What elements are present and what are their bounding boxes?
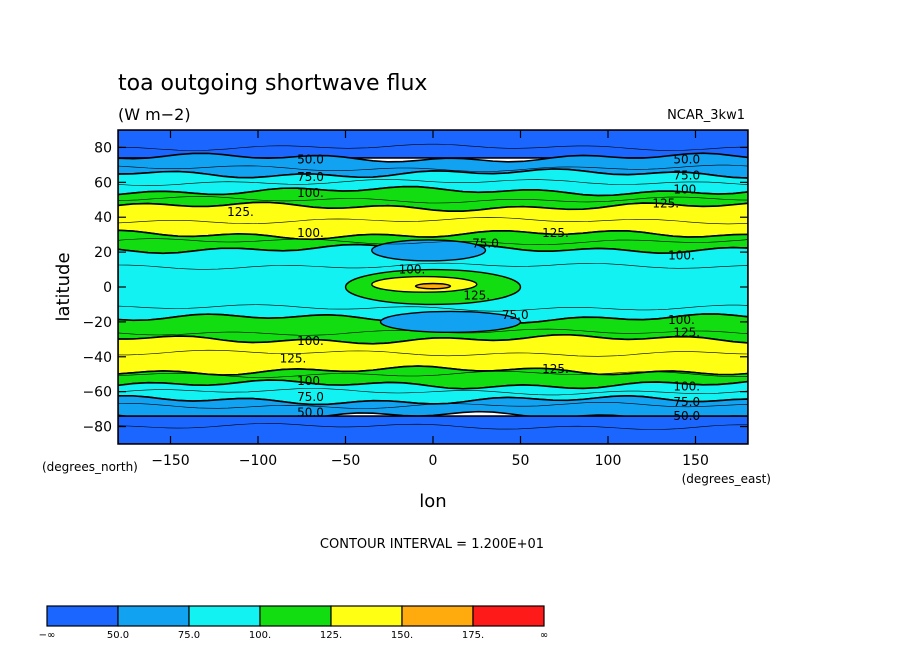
plot-area: 50.075.0100.125.100.100.75.0125.125.75.0… [118, 130, 748, 444]
contour-line [118, 262, 748, 270]
y-tick-label: 20 [94, 245, 112, 261]
color-key-swatch [46, 605, 119, 627]
chart-title: toa outgoing shortwave flux [118, 71, 427, 96]
contour-label: 50.0 [297, 406, 324, 420]
contour-line [118, 402, 748, 409]
x-tick-label: 50 [512, 453, 530, 469]
contour-line [118, 238, 748, 246]
contour-label: 100. [673, 379, 700, 393]
x-tick-label: −150 [151, 453, 189, 469]
contour-feature [371, 239, 487, 262]
contour-label: 75.0 [297, 170, 324, 184]
contour-label: 75.0 [502, 308, 529, 322]
contour-label: 75.0 [297, 390, 324, 404]
contour-line [118, 388, 748, 396]
y-axis-label: latitude [53, 252, 74, 321]
contour-label: 75.0 [673, 168, 700, 182]
y-tick-label: −60 [82, 385, 112, 401]
contour-label: 100. [399, 263, 426, 277]
color-key-swatch [472, 605, 545, 627]
contour-label: 100. [297, 334, 324, 348]
contour-label: 100. [673, 182, 700, 196]
contour-label: 100. [297, 186, 324, 200]
contour-label: 100. [668, 313, 695, 327]
contour-line [118, 179, 748, 186]
color-key-swatch [330, 605, 403, 627]
y-tick-label: 60 [94, 175, 112, 191]
color-key-label: 100. [249, 630, 271, 641]
y-tick-label: −80 [82, 420, 112, 436]
x-tick-label: 150 [682, 453, 709, 469]
y-units-label: (degrees_north) [42, 460, 138, 474]
contour-line [118, 304, 748, 312]
x-tick-label: 0 [429, 453, 438, 469]
x-tick-label: 100 [595, 453, 622, 469]
contour-line [118, 328, 748, 336]
chart-units: (W m−2) [118, 105, 191, 124]
y-tick-label: −40 [82, 350, 112, 366]
contour-label: 125. [652, 196, 679, 210]
contour-line [118, 349, 748, 357]
contour-label: 50.0 [673, 153, 700, 167]
color-key-label: 150. [391, 630, 413, 641]
y-tick-label: −20 [82, 315, 112, 331]
contour-label: 100. [297, 226, 324, 240]
contour-label: 125. [542, 362, 569, 376]
contour-line [118, 217, 748, 225]
contour-label: 100. [297, 374, 324, 388]
x-tick-label: −50 [331, 453, 361, 469]
contour-line [118, 164, 748, 172]
dataset-label: NCAR_3kw1 [667, 108, 745, 123]
contour-label: 125. [280, 352, 307, 366]
contour-label: 75.0 [472, 236, 499, 250]
contour-label: 75.0 [673, 395, 700, 409]
color-key-label: 175. [462, 630, 484, 641]
contour-line [118, 370, 748, 378]
y-tick-label: 40 [94, 210, 112, 226]
x-tick-label: −100 [239, 453, 277, 469]
y-tick-label: 0 [103, 280, 112, 296]
color-key-swatch [188, 605, 261, 627]
color-key-swatch [259, 605, 332, 627]
color-key-label: 50.0 [107, 630, 129, 641]
color-key: −∞ 50.0 75.0 100. 125. 150. 175. ∞ [39, 605, 548, 641]
contour-label: 125. [542, 226, 569, 240]
contour-label: 125. [227, 205, 254, 219]
color-key-swatch [401, 605, 474, 627]
contour-label: 50.0 [297, 153, 324, 167]
contour-label: 125. [463, 289, 490, 303]
contour-label: 100. [668, 249, 695, 263]
contour-line [118, 143, 748, 151]
y-tick-label: 80 [94, 140, 112, 156]
x-units-label: (degrees_east) [682, 472, 771, 486]
contour-feature [414, 282, 452, 290]
contour-label: 125. [673, 325, 700, 339]
x-axis-label: lon [419, 491, 446, 512]
contour-band [118, 415, 748, 444]
contour-feature [379, 310, 522, 334]
contour-label: 50.0 [673, 409, 700, 423]
y-axis: 80 60 40 20 0 −20 −40 −60 −80 [82, 140, 748, 436]
color-key-label: 75.0 [178, 630, 200, 641]
contour-line [118, 423, 748, 430]
color-key-label: −∞ [39, 630, 56, 641]
x-axis: −150 −100 −50 0 50 100 150 [151, 130, 709, 469]
contour-interval-text: CONTOUR INTERVAL = 1.200E+01 [320, 537, 544, 552]
color-key-label: 125. [320, 630, 342, 641]
color-key-label: ∞ [540, 630, 548, 641]
color-key-swatch [117, 605, 190, 627]
contour-line [118, 196, 748, 204]
